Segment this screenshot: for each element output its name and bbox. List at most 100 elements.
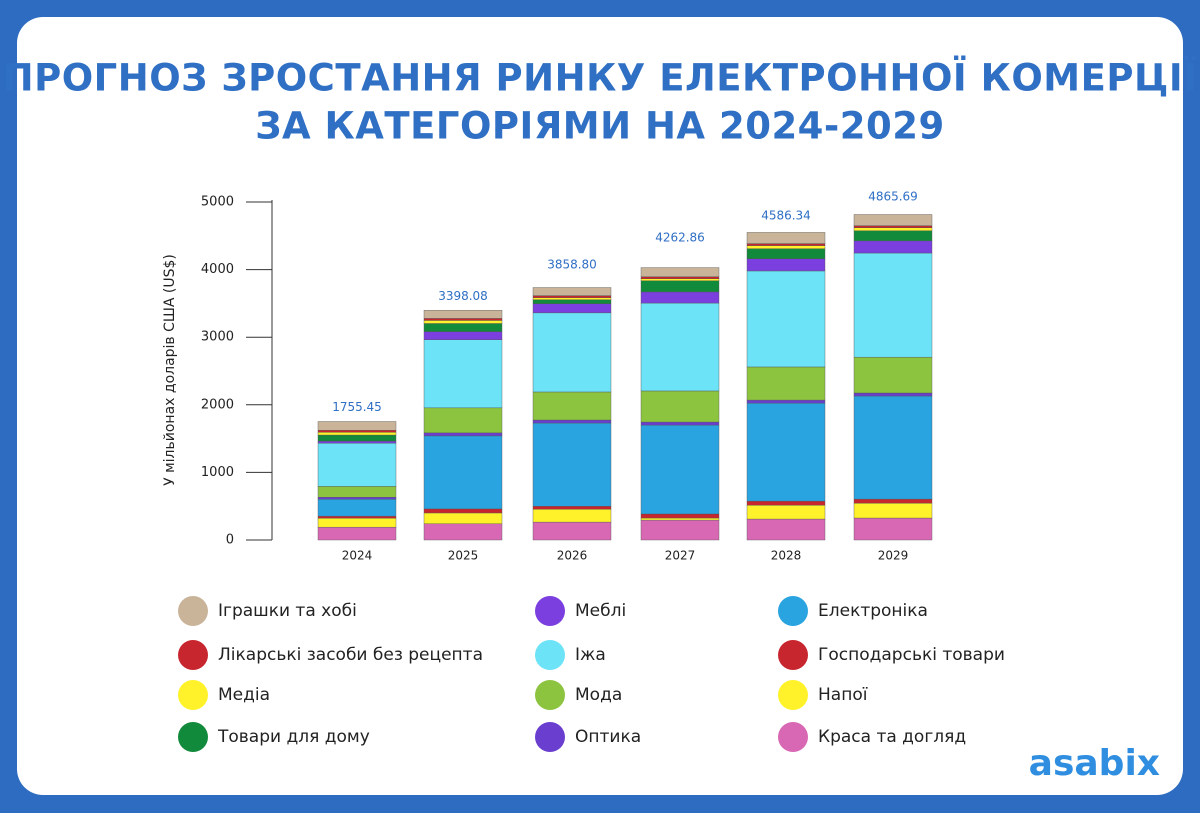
- bar-segment: [317, 517, 397, 528]
- bar-segment: [532, 509, 612, 523]
- legend-marker: [178, 596, 208, 626]
- legend-marker: [535, 680, 565, 710]
- bar-segment: [853, 230, 933, 242]
- bar-segment: [423, 432, 503, 437]
- total-label: 4262.86: [655, 230, 705, 244]
- bar-segment: [746, 248, 826, 259]
- bar-segment: [640, 390, 720, 423]
- total-label: 4586.34: [761, 208, 811, 222]
- legend-marker: [778, 640, 808, 670]
- bar-segment: [532, 299, 612, 304]
- bar-segment: [640, 421, 720, 426]
- bar-segment: [640, 424, 720, 515]
- legend-marker: [778, 722, 808, 752]
- legend-label: Меблі: [575, 601, 626, 621]
- legend-label: Краса та догляд: [818, 727, 966, 747]
- bar-segment: [853, 517, 933, 541]
- bar-segment: [423, 508, 503, 514]
- bar-segment: [853, 227, 933, 231]
- y-tick-label: 2000: [201, 397, 234, 412]
- bar-segment: [640, 291, 720, 304]
- title-line: ПРОГНОЗ ЗРОСТАННЯ РИНКУ ЕЛЕКТРОННОЇ КОМЕ…: [3, 56, 1198, 100]
- logo: asabix: [1029, 743, 1160, 784]
- bar-segment: [640, 513, 720, 519]
- legend-marker: [535, 722, 565, 752]
- legend-label: Мода: [575, 685, 622, 705]
- bar-segment: [640, 517, 720, 521]
- x-tick-label: 2026: [557, 549, 588, 563]
- bar-segment: [423, 323, 503, 332]
- legend-label: Лікарські засоби без рецепта: [218, 645, 483, 665]
- bar-segment: [532, 419, 612, 424]
- bar-segment: [317, 432, 397, 436]
- bar-segment: [317, 486, 397, 498]
- legend-marker: [178, 722, 208, 752]
- legend-marker: [778, 680, 808, 710]
- bar-segment: [853, 392, 933, 397]
- legend-label: Іжа: [575, 645, 606, 665]
- bar-segment: [853, 225, 933, 228]
- bar-segment: [640, 302, 720, 392]
- legend-marker: [535, 596, 565, 626]
- y-tick-label: 5000: [201, 195, 234, 210]
- bar-segment: [746, 366, 826, 401]
- legend-marker: [178, 680, 208, 710]
- y-tick-label: 0: [226, 533, 234, 548]
- bar-segment: [532, 391, 612, 421]
- bar-segment: [423, 523, 503, 541]
- bar-segment: [853, 502, 933, 519]
- bar-segment: [423, 435, 503, 510]
- bar-segment: [640, 280, 720, 293]
- total-label: 3398.08: [438, 289, 488, 303]
- bar-segment: [317, 442, 397, 487]
- bar-segment: [317, 526, 397, 541]
- bar-segment: [317, 434, 397, 442]
- legend-label: Медіа: [218, 685, 270, 705]
- total-label: 1755.45: [332, 400, 382, 414]
- bar-segment: [853, 498, 933, 504]
- bar-segment: [532, 303, 612, 314]
- y-tick-label: 1000: [201, 465, 234, 480]
- bar-segment: [640, 276, 720, 279]
- bar-segment: [423, 407, 503, 434]
- bar-segment: [853, 252, 933, 358]
- y-tick-label: 3000: [201, 330, 234, 345]
- legend-label: Господарські товари: [818, 645, 1005, 665]
- x-tick-label: 2028: [771, 549, 802, 563]
- title-line: ЗА КАТЕГОРІЯМИ НА 2024-2029: [255, 105, 945, 148]
- bar-segment: [423, 318, 503, 321]
- x-tick-label: 2025: [448, 549, 479, 563]
- bar-segment: [423, 310, 503, 319]
- bar-segment: [640, 278, 720, 281]
- legend-marker: [778, 596, 808, 626]
- bar-segment: [746, 402, 826, 502]
- bar-segment: [532, 422, 612, 507]
- bar-segment: [853, 214, 933, 226]
- bar-segment: [532, 521, 612, 541]
- bar-segment: [317, 440, 397, 444]
- bar-segment: [853, 240, 933, 254]
- bar-segment: [746, 500, 826, 506]
- bar-segment: [746, 518, 826, 541]
- x-tick-label: 2024: [342, 549, 373, 563]
- bar-segment: [640, 519, 720, 541]
- bar-segment: [423, 339, 503, 409]
- bar-segment: [746, 399, 826, 404]
- legend-label: Напої: [818, 685, 868, 705]
- bar-segment: [853, 356, 933, 394]
- bar-segment: [746, 270, 826, 368]
- y-tick-label: 4000: [201, 262, 234, 277]
- bar-segment: [317, 497, 397, 500]
- bar-segment: [746, 232, 826, 244]
- bar-segment: [317, 421, 397, 431]
- legend-label: Електроніка: [818, 601, 928, 621]
- bar-segment: [423, 320, 503, 324]
- bar-segment: [746, 243, 826, 246]
- legend-label: Оптика: [575, 727, 641, 747]
- bar-segment: [746, 504, 826, 520]
- x-tick-label: 2027: [665, 549, 696, 563]
- bar-segment: [532, 312, 612, 393]
- bar-segment: [532, 297, 612, 300]
- bar-segment: [317, 515, 397, 519]
